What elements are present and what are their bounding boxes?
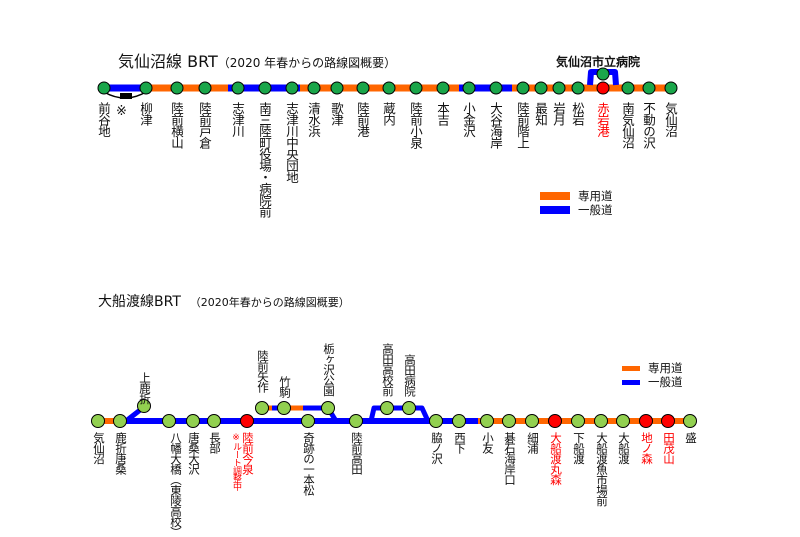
station-label: 不動の沢 [641,102,656,148]
station-label: 気仙沼 [663,102,678,137]
station-label: 蔵内 [381,102,396,125]
kesennuma-subtitle: （2020 年春からの路線図概要） [217,56,397,70]
ofunato-legend: 専用道 一般道 [622,362,683,388]
station-label: 細浦 [526,432,540,453]
station-label: 柳津 [138,102,153,125]
legend-dedicated-text: 専用道 [578,189,613,203]
legend-general-text: 一般道 [648,375,683,389]
station-label: 脇ノ沢 [430,432,444,464]
station-label: 小友 [481,432,495,453]
station-label: 松岩 [570,102,585,125]
station-label: 清水浜 [306,102,321,137]
kesennuma-title-text: 気仙沼線 BRT [118,52,218,71]
station-label: 碁石海岸口 [503,432,517,485]
station-label: 上鹿折 [138,372,152,404]
station-label: 陸前小泉 [408,102,423,148]
station-label: 南三陸町役場・病院前 [257,102,272,217]
station-label: 大船渡魚市場前 [595,432,609,506]
station-label-highlight: 陸前今泉 [241,432,255,474]
legend-general-text: 一般道 [578,203,613,217]
station-label: 大谷海岸 [488,102,503,148]
station-label: 志津川中央団地 [284,102,299,183]
ofunato-line-title: 大船渡線BRT （2020年春からの路線図概要） [98,291,350,311]
hospital-branch-label: 気仙沼市立病院 [556,55,641,69]
station-label-highlight: 地ノ森 [640,432,654,464]
ofunato-title-text: 大船渡線BRT [98,294,181,310]
legend-general: 一般道 [622,376,683,388]
note-mark: ※ [116,104,127,119]
dedicated-swatch [540,192,570,200]
station-label: 岩月 [551,102,566,125]
station-label: 鹿折唐桑 [114,432,128,474]
legend-dedicated: 専用道 [622,362,683,374]
station-label: 陸前横山 [169,102,184,148]
station-label: 栃ヶ沢公園 [322,343,336,396]
station-label: 大船渡 [617,432,631,464]
ofunato-subtitle: （2020年春からの路線図概要） [189,296,350,309]
station-label-highlight: 大船渡丸森 [549,432,563,485]
station-label: 南気仙沼 [620,102,635,148]
kesennuma-legend: 専用道 一般道 [540,190,613,216]
station-label: 奇跡の一本松 [302,432,316,495]
station-label: 気仙沼 [92,432,106,464]
kesennuma-stations [97,67,678,95]
station-label: 志津川 [230,102,245,137]
station-label: 盛 [684,432,698,443]
station-label: 本吉 [435,102,450,125]
general-swatch [540,206,570,214]
station-label: 小金沢 [461,102,476,137]
station-label: 高田病院 [403,354,417,396]
station-label-highlight: 赤岩港 [595,102,610,137]
station-label: 唐桑大沢 [187,432,201,474]
legend-dedicated: 専用道 [540,190,613,202]
station-label: 最知 [533,102,548,125]
legend-general: 一般道 [540,204,613,216]
dedicated-swatch [622,365,640,371]
station-label: 陸前港 [355,102,370,137]
legend-dedicated-text: 専用道 [648,361,683,375]
station-label-highlight: 田茂山 [662,432,676,464]
station-label: 八幡大橋（東陵高校） [169,432,183,537]
route-adjustment-note: ※ルート調整中 [231,433,241,490]
general-swatch [622,379,640,385]
station-label: 陸前階上 [515,102,530,148]
station-label: 陸前高田 [350,432,364,474]
station-label: 歌津 [329,102,344,125]
ofunato-stations [91,399,697,428]
station-label: 陸前矢作 [256,350,270,392]
kesennuma-line-title: 気仙沼線 BRT（2020 年春からの路線図概要） [118,48,396,72]
station-label: 陸前戸倉 [197,102,212,148]
station-label: 西下 [453,432,467,453]
station-label: 竹駒 [278,376,292,397]
station-label: 長部 [208,432,222,453]
station-label: 高田高校前 [381,343,395,396]
station-label: 前谷地 [96,102,111,137]
station-label: 下船渡 [572,432,586,464]
